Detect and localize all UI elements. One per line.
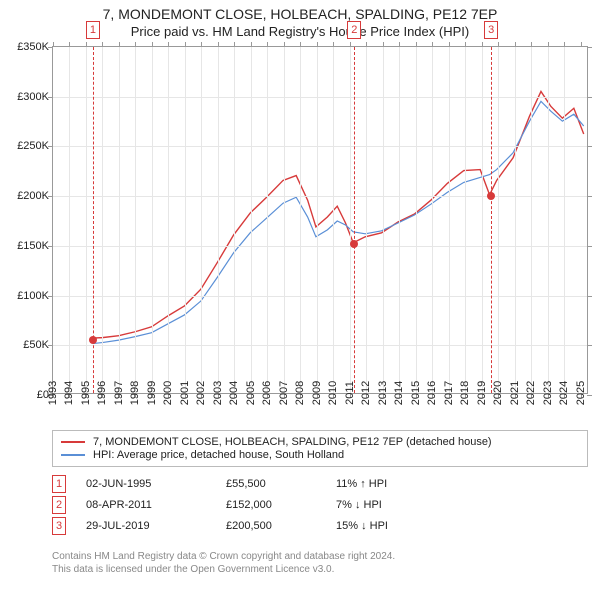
x-axis-label: 2006 bbox=[257, 381, 273, 405]
x-axis-label: 2012 bbox=[356, 381, 372, 405]
x-axis-label: 1998 bbox=[125, 381, 141, 405]
sale-row-price: £55,500 bbox=[226, 478, 336, 490]
y-axis-label: £100K bbox=[17, 290, 53, 302]
sale-row-delta: 7% ↓ HPI bbox=[336, 499, 456, 511]
x-axis-label: 1993 bbox=[43, 381, 59, 405]
x-axis-label: 2014 bbox=[389, 381, 405, 405]
sale-row-box: 2 bbox=[52, 496, 66, 514]
x-axis-label: 2001 bbox=[175, 381, 191, 405]
sale-marker-2: 2 bbox=[347, 21, 361, 39]
series-hpi bbox=[93, 101, 584, 343]
footer-line-2: This data is licensed under the Open Gov… bbox=[52, 563, 588, 576]
x-axis-label: 1997 bbox=[109, 381, 125, 405]
sale-row: 1 02-JUN-1995£55,50011% ↑ HPI bbox=[52, 475, 588, 493]
legend-swatch bbox=[61, 441, 85, 443]
x-axis-label: 1994 bbox=[59, 381, 75, 405]
legend-item: HPI: Average price, detached house, Sout… bbox=[61, 449, 579, 461]
y-axis-label: £200K bbox=[17, 190, 53, 202]
sale-row-date: 08-APR-2011 bbox=[86, 499, 226, 511]
series-property bbox=[93, 91, 584, 338]
x-axis-label: 2003 bbox=[208, 381, 224, 405]
sale-row-date: 29-JUL-2019 bbox=[86, 520, 226, 532]
sale-row-delta: 15% ↓ HPI bbox=[336, 520, 456, 532]
legend-item: 7, MONDEMONT CLOSE, HOLBEACH, SPALDING, … bbox=[61, 436, 579, 448]
x-axis-label: 2000 bbox=[158, 381, 174, 405]
sale-row: 2 08-APR-2011£152,0007% ↓ HPI bbox=[52, 496, 588, 514]
title-main: 7, MONDEMONT CLOSE, HOLBEACH, SPALDING, … bbox=[0, 6, 600, 22]
chart-svg bbox=[53, 47, 587, 393]
x-axis-label: 2021 bbox=[505, 381, 521, 405]
x-axis-label: 1995 bbox=[76, 381, 92, 405]
legend-label: HPI: Average price, detached house, Sout… bbox=[93, 449, 344, 461]
sale-dot-3 bbox=[487, 192, 495, 200]
x-axis-label: 2005 bbox=[241, 381, 257, 405]
sale-row-box: 3 bbox=[52, 517, 66, 535]
x-axis-label: 2004 bbox=[224, 381, 240, 405]
x-axis-label: 2022 bbox=[521, 381, 537, 405]
x-axis-label: 2007 bbox=[274, 381, 290, 405]
x-axis-label: 2018 bbox=[455, 381, 471, 405]
y-axis-label: £350K bbox=[17, 41, 53, 53]
sale-dot-1 bbox=[89, 336, 97, 344]
y-axis-label: £150K bbox=[17, 240, 53, 252]
sale-row-delta: 11% ↑ HPI bbox=[336, 478, 456, 490]
sale-row-price: £152,000 bbox=[226, 499, 336, 511]
legend-label: 7, MONDEMONT CLOSE, HOLBEACH, SPALDING, … bbox=[93, 436, 492, 448]
x-axis-label: 1996 bbox=[92, 381, 108, 405]
sale-row: 3 29-JUL-2019£200,50015% ↓ HPI bbox=[52, 517, 588, 535]
chart-area: £0£50K£100K£150K£200K£250K£300K£350K1993… bbox=[52, 46, 588, 394]
x-axis-label: 2010 bbox=[323, 381, 339, 405]
x-axis-label: 2023 bbox=[538, 381, 554, 405]
x-axis-label: 1999 bbox=[142, 381, 158, 405]
x-axis-label: 2024 bbox=[554, 381, 570, 405]
x-axis-label: 2015 bbox=[406, 381, 422, 405]
sale-row-date: 02-JUN-1995 bbox=[86, 478, 226, 490]
x-axis-label: 2016 bbox=[422, 381, 438, 405]
sale-row-price: £200,500 bbox=[226, 520, 336, 532]
y-axis-label: £50K bbox=[23, 339, 53, 351]
chart-container: 7, MONDEMONT CLOSE, HOLBEACH, SPALDING, … bbox=[0, 0, 600, 590]
sale-dot-2 bbox=[350, 240, 358, 248]
x-axis-label: 2019 bbox=[472, 381, 488, 405]
y-axis-label: £300K bbox=[17, 91, 53, 103]
sale-marker-1: 1 bbox=[86, 21, 100, 39]
x-axis-label: 2009 bbox=[307, 381, 323, 405]
legend-swatch bbox=[61, 454, 85, 456]
x-axis-label: 2017 bbox=[439, 381, 455, 405]
sale-row-box: 1 bbox=[52, 475, 66, 493]
sales-table: 1 02-JUN-1995£55,50011% ↑ HPI 2 08-APR-2011… bbox=[52, 472, 588, 538]
x-axis-label: 2008 bbox=[290, 381, 306, 405]
footer-line-1: Contains HM Land Registry data © Crown c… bbox=[52, 550, 588, 563]
footer: Contains HM Land Registry data © Crown c… bbox=[52, 550, 588, 576]
sale-marker-3: 3 bbox=[484, 21, 498, 39]
x-axis-label: 2013 bbox=[373, 381, 389, 405]
legend: 7, MONDEMONT CLOSE, HOLBEACH, SPALDING, … bbox=[52, 430, 588, 467]
x-axis-label: 2025 bbox=[571, 381, 587, 405]
x-axis-label: 2002 bbox=[191, 381, 207, 405]
y-axis-label: £250K bbox=[17, 140, 53, 152]
